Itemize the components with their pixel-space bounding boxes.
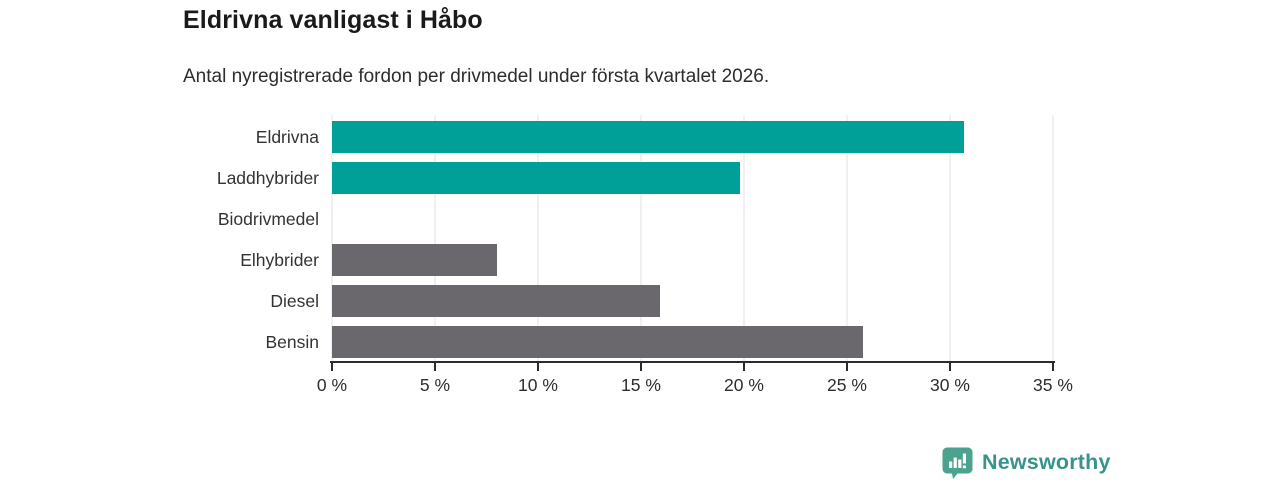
axis-tick-label: 30 % [930, 375, 970, 395]
category-label: Laddhybrider [216, 168, 319, 188]
axis-tick-label: 5 % [419, 375, 451, 395]
category-label: Diesel [270, 291, 319, 311]
newsworthy-wordmark: Newsworthy [982, 450, 1111, 474]
category-label: Biodrivmedel [217, 209, 319, 229]
chart-title: Eldrivna vanligast i Håbo [183, 6, 483, 34]
axis-tick-label: 20 % [724, 375, 764, 395]
bar [332, 121, 965, 153]
newsworthy-icon [941, 446, 974, 479]
axis-tick [537, 363, 539, 371]
grid-line [331, 115, 333, 361]
axis-tick [434, 363, 436, 371]
axis-tick-label: 25 % [827, 375, 867, 395]
axis-tick-label: 10 % [518, 375, 558, 395]
bar [332, 244, 497, 276]
grid-line [434, 115, 436, 361]
grid-line [743, 115, 745, 361]
grid-line [949, 115, 951, 361]
axis-tick [640, 363, 642, 371]
category-label: Eldrivna [255, 127, 319, 147]
grid-line [1052, 115, 1054, 361]
category-label: Bensin [265, 332, 319, 352]
grid-line [846, 115, 848, 361]
axis-tick [846, 363, 848, 371]
axis-tick-label: 35 % [1033, 375, 1073, 395]
axis-tick-label: 15 % [621, 375, 661, 395]
grid-line [640, 115, 642, 361]
axis-tick [1052, 363, 1054, 371]
category-labels: Eldrivna Laddhybrider Biodrivmedel Elhybrid… [100, 115, 319, 361]
bar [332, 162, 740, 194]
grid-line [537, 115, 539, 361]
axis-tick-label: 0 % [316, 375, 348, 395]
axis-tick [743, 363, 745, 371]
plot-area [331, 115, 1054, 361]
chart-subtitle: Antal nyregistrerade fordon per drivmede… [183, 66, 770, 87]
newsworthy-logo: Newsworthy [941, 446, 1111, 479]
category-label: Elhybrider [240, 250, 319, 270]
bar [332, 285, 660, 317]
axis-tick [949, 363, 951, 371]
x-axis: 0 % 5 % 10 % 15 % 20 % 25 % 30 % 35 % [317, 361, 1073, 403]
bar [332, 326, 864, 358]
axis-tick [331, 363, 333, 371]
